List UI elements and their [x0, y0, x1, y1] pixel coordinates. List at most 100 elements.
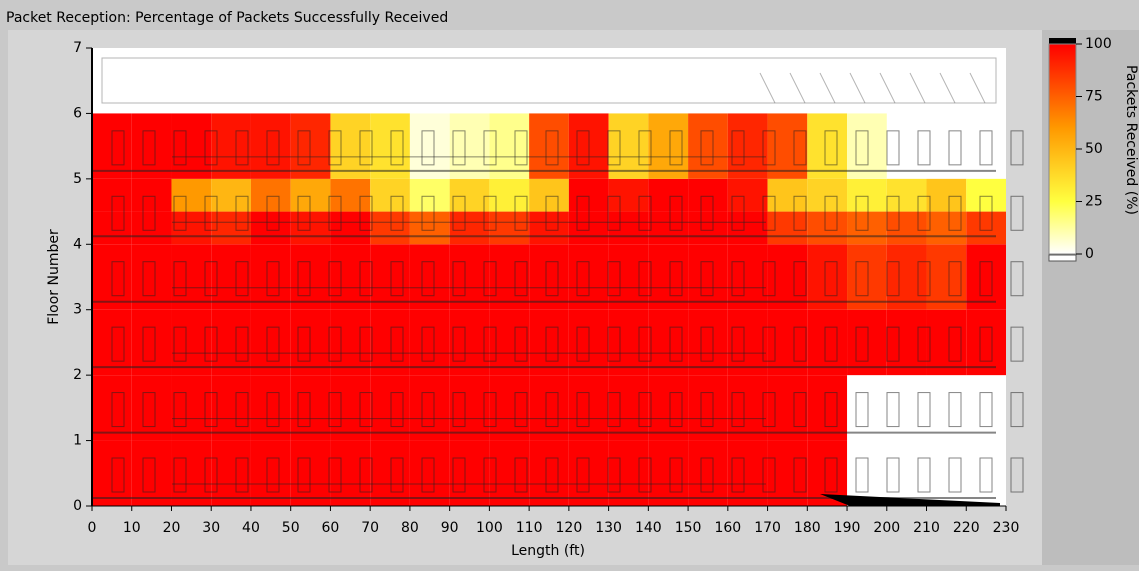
heat-cell: [290, 113, 331, 179]
heat-cell: [847, 309, 887, 376]
door: [266, 326, 280, 362]
heat-cell: [688, 178, 728, 212]
heat-cell: [409, 211, 450, 245]
heat-cell: [250, 244, 291, 310]
door: [700, 195, 714, 231]
chart-title: Packet Reception: Percentage of Packets …: [6, 10, 448, 26]
heat-cell: [886, 309, 927, 376]
x-tick-label: 0: [88, 520, 97, 536]
x-tick-label: 10: [123, 520, 141, 536]
door: [328, 326, 342, 362]
heat-cell: [847, 113, 887, 179]
heat-cell: [688, 211, 728, 245]
door: [824, 326, 838, 362]
heat-cell: [767, 375, 808, 441]
door: [483, 457, 497, 493]
door: [886, 130, 900, 166]
door: [111, 195, 125, 231]
door: [545, 261, 559, 297]
door: [204, 457, 218, 493]
door: [576, 195, 590, 231]
heat-cell: [608, 244, 649, 310]
heat-cell: [767, 211, 808, 245]
heat-cell: [767, 244, 808, 310]
door: [235, 326, 249, 362]
heat-cell: [648, 309, 689, 376]
door: [390, 195, 404, 231]
x-tick-label: 50: [282, 520, 300, 536]
door: [762, 326, 776, 362]
heat-cell: [807, 178, 848, 212]
y-tick-label: 3: [73, 302, 82, 318]
heat-cell: [608, 309, 649, 376]
heat-cell: [727, 178, 768, 212]
door: [514, 392, 528, 428]
heat-cell: [608, 113, 649, 179]
door: [1010, 195, 1024, 231]
door: [483, 195, 497, 231]
x-tick-label: 140: [635, 520, 662, 536]
heat-cell: [688, 113, 728, 179]
x-tick-label: 170: [754, 520, 781, 536]
heat-cell: [727, 113, 768, 179]
heat-cell: [449, 244, 490, 310]
door: [173, 130, 187, 166]
heat-cell: [648, 113, 689, 179]
colorbar: [1048, 43, 1077, 255]
x-tick-label: 150: [675, 520, 702, 536]
heat-cell: [449, 113, 490, 179]
door: [917, 326, 931, 362]
door: [762, 130, 776, 166]
door: [359, 195, 373, 231]
heat-cell: [250, 113, 291, 179]
x-tick-label: 70: [361, 520, 379, 536]
door: [421, 392, 435, 428]
door: [483, 392, 497, 428]
door: [731, 457, 745, 493]
colorbar-tick-label: 75: [1085, 89, 1103, 105]
door: [204, 392, 218, 428]
truss: [849, 72, 866, 104]
heat-cell: [648, 211, 689, 245]
door: [855, 261, 869, 297]
door: [638, 261, 652, 297]
door: [917, 130, 931, 166]
door: [793, 392, 807, 428]
door: [607, 326, 621, 362]
truss: [879, 72, 896, 104]
door: [545, 130, 559, 166]
truss: [939, 72, 956, 104]
x-tick-label: 100: [476, 520, 503, 536]
y-tick-label: 5: [73, 171, 82, 187]
heat-cell: [250, 309, 291, 376]
door: [483, 326, 497, 362]
heat-cell: [727, 375, 768, 441]
door: [669, 130, 683, 166]
door: [111, 261, 125, 297]
door: [142, 130, 156, 166]
heat-cell: [290, 440, 331, 506]
heat-cell: [449, 211, 490, 245]
heat-cell: [211, 178, 251, 212]
door: [948, 261, 962, 297]
door: [607, 392, 621, 428]
heat-cell: [370, 211, 410, 245]
x-tick-label: 30: [202, 520, 220, 536]
heat-cell: [489, 178, 530, 212]
door: [638, 457, 652, 493]
heat-cell: [409, 113, 450, 179]
door: [297, 457, 311, 493]
heat-cell: [807, 244, 848, 310]
heat-cell: [727, 309, 768, 376]
heat-cell: [529, 178, 569, 212]
door: [328, 457, 342, 493]
door: [173, 261, 187, 297]
floorplan: [92, 57, 1024, 499]
heat-cell: [886, 178, 927, 212]
x-tick-label: 190: [834, 520, 861, 536]
heat-cell: [529, 309, 569, 376]
door: [390, 392, 404, 428]
heat-cell: [529, 211, 569, 245]
y-tick-label: 7: [73, 40, 82, 56]
door: [514, 457, 528, 493]
